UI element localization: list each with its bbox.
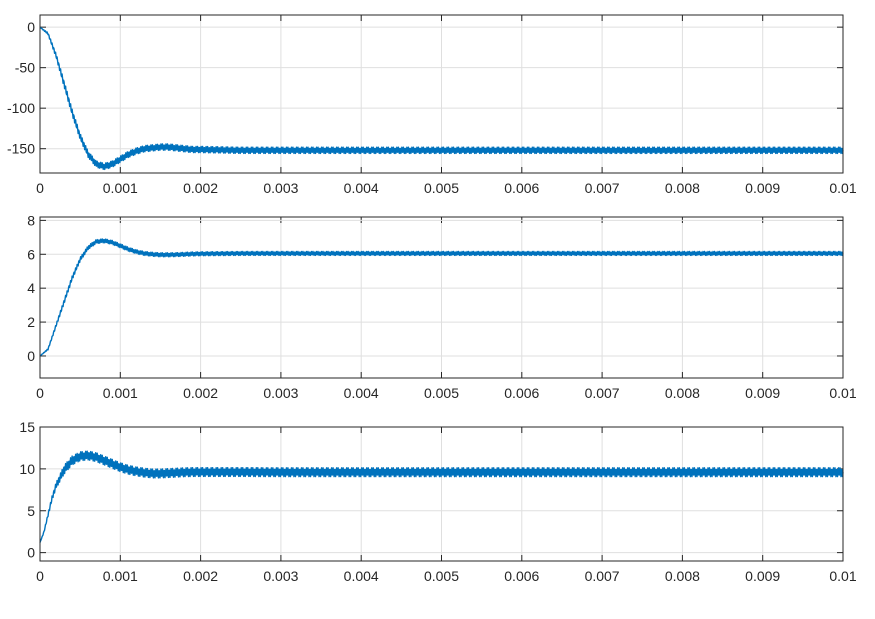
series-line-1 xyxy=(39,26,844,171)
axes-box xyxy=(39,14,844,174)
x-tick-label: 0.01 xyxy=(829,568,856,584)
x-tick-label: 0.003 xyxy=(263,385,298,401)
y-tick-label: 2 xyxy=(27,314,35,330)
y-tick-label: 0 xyxy=(27,348,35,364)
x-tick-label: 0 xyxy=(36,568,44,584)
x-tick-label: 0.004 xyxy=(344,180,379,196)
x-tick-label: 0.002 xyxy=(183,568,218,584)
x-tick-label: 0.008 xyxy=(665,568,700,584)
x-tick-label: 0 xyxy=(36,385,44,401)
x-tick-label: 0.002 xyxy=(183,385,218,401)
x-tick-label: 0.006 xyxy=(504,180,539,196)
x-tick-label: 0.01 xyxy=(829,180,856,196)
y-tick-label: 0 xyxy=(27,545,35,561)
chart-2: 0 0.001 0.002 0.003 0.004 0.005 0.006 0.007 0.00… xyxy=(27,212,857,401)
y-tick-label: 6 xyxy=(27,246,35,262)
y-tick-label: 8 xyxy=(27,212,35,228)
x-tick-label: 0.006 xyxy=(504,385,539,401)
y-tick-label: -150 xyxy=(7,141,35,157)
x-tick-label: 0.007 xyxy=(585,568,620,584)
x-tick-label: 0 xyxy=(36,180,44,196)
chart-3: 0 0.001 0.002 0.003 0.004 0.005 0.006 0.007 0.00… xyxy=(19,419,856,584)
series-line-1 xyxy=(39,450,844,543)
series-line-1 xyxy=(39,238,844,357)
x-tick-label: 0.004 xyxy=(344,568,379,584)
y-tick-label: 15 xyxy=(19,419,35,435)
y-tick-label: -50 xyxy=(15,60,35,76)
x-tick-label: 0.009 xyxy=(745,180,780,196)
x-tick-label: 0.008 xyxy=(665,385,700,401)
x-tick-label: 0.004 xyxy=(344,385,379,401)
x-tick-label: 0.003 xyxy=(263,180,298,196)
y-tick-label: 4 xyxy=(27,280,35,296)
x-tick-label: 0.002 xyxy=(183,180,218,196)
x-tick-label: 0.003 xyxy=(263,568,298,584)
x-tick-label: 0.007 xyxy=(585,180,620,196)
x-tick-label: 0.009 xyxy=(745,568,780,584)
x-tick-label: 0.007 xyxy=(585,385,620,401)
x-tick-label: 0.001 xyxy=(103,385,138,401)
x-tick-label: 0.001 xyxy=(103,180,138,196)
chart-1: 0 0.001 0.002 0.003 0.004 0.005 0.006 0.007 0.00… xyxy=(7,14,857,196)
x-tick-label: 0.005 xyxy=(424,180,459,196)
axes-box xyxy=(39,426,844,562)
y-tick-label: -100 xyxy=(7,100,35,116)
y-tick-label: 5 xyxy=(27,503,35,519)
x-tick-label: 0.005 xyxy=(424,568,459,584)
x-tick-label: 0.005 xyxy=(424,385,459,401)
y-tick-label: 10 xyxy=(19,461,35,477)
axes-box xyxy=(39,216,844,379)
x-tick-label: 0.009 xyxy=(745,385,780,401)
x-tick-label: 0.006 xyxy=(504,568,539,584)
y-tick-label: 0 xyxy=(27,19,35,35)
x-tick-label: 0.008 xyxy=(665,180,700,196)
x-tick-label: 0.01 xyxy=(829,385,856,401)
x-tick-label: 0.001 xyxy=(103,568,138,584)
